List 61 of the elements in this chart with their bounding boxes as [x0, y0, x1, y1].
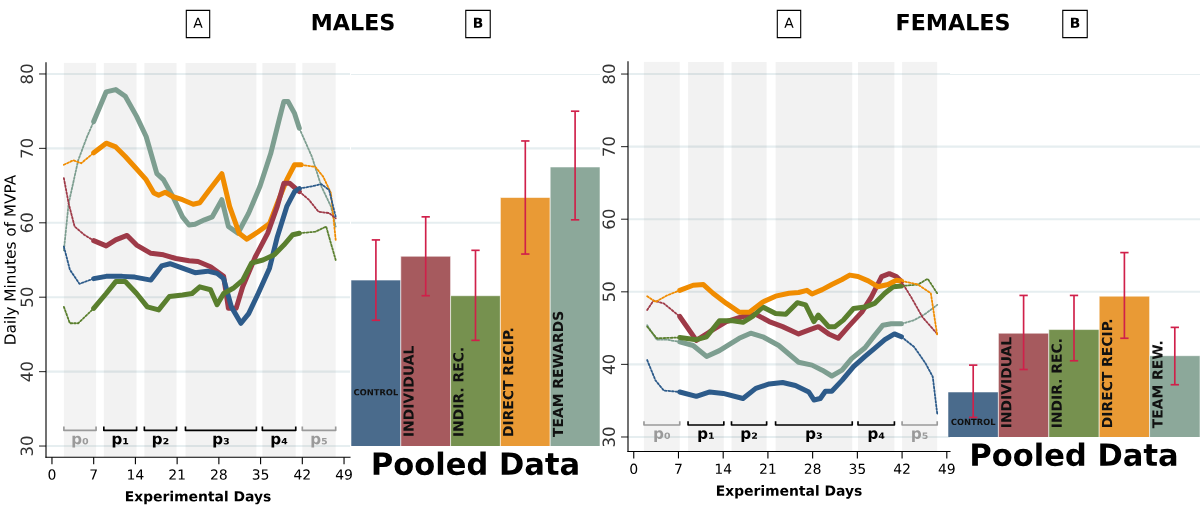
x-axis-title: Experimental Days — [125, 490, 271, 505]
band-label: p₄ — [868, 430, 885, 442]
band-label: p₃ — [806, 430, 822, 442]
y-tick-label: 30 — [20, 436, 34, 456]
band-label: p₀ — [72, 435, 89, 448]
x-tick-label: 49 — [335, 469, 352, 480]
text: B — [1070, 17, 1080, 28]
band-label: p₁ — [698, 430, 714, 442]
category-label: INDIR. REC. — [453, 348, 464, 436]
band-label: p₂ — [152, 435, 169, 448]
category-label: DIRECT RECIP. — [1101, 319, 1113, 428]
x-tick-label: 35 — [252, 469, 269, 480]
text: B — [473, 17, 483, 28]
chart-title: MALES — [312, 13, 394, 31]
x-tick-label: 14 — [128, 469, 144, 480]
x-tick-label: 14 — [715, 463, 732, 474]
x-tick-label: 21 — [760, 463, 776, 474]
band-label: p₅ — [912, 430, 928, 442]
y-tick-label: 80 — [602, 64, 616, 84]
x-tick-label: 42 — [294, 469, 310, 480]
x-tick-label: 7 — [675, 463, 682, 474]
text: A — [784, 17, 794, 28]
x-tick-label: 35 — [849, 463, 865, 475]
y-tick-label: 70 — [602, 137, 616, 156]
y-tick-label: 60 — [20, 213, 34, 233]
y-tick-label: 30 — [602, 427, 616, 447]
category-label: INDIR. REC. — [1051, 339, 1062, 428]
x-tick-label: 28 — [804, 463, 821, 475]
y-tick-label: 50 — [20, 287, 34, 307]
y-tick-label: 60 — [602, 209, 616, 229]
x-tick-label: 0 — [48, 469, 56, 480]
x-tick-label: 7 — [90, 469, 97, 480]
band-label: p₂ — [741, 430, 758, 442]
x-tick-label: 0 — [630, 463, 638, 475]
y-tick-label: 50 — [602, 282, 616, 302]
category-label: DIRECT RECIP. — [502, 328, 514, 436]
category-label: TEAM REWARDS — [552, 311, 564, 437]
category-label: INDIVIDUAL — [1001, 337, 1012, 428]
x-axis-title: Experimental Days — [716, 485, 862, 499]
x-axis-title: Pooled Data — [373, 451, 578, 476]
y-tick-label: 70 — [20, 138, 34, 158]
y-tick-label: 80 — [20, 64, 34, 84]
band-label: p₁ — [112, 435, 129, 448]
x-tick-label: 21 — [169, 469, 185, 480]
x-tick-label: 49 — [938, 463, 955, 475]
text: A — [193, 17, 203, 28]
band-label: p₄ — [271, 435, 288, 448]
chart-title: FEMALES — [897, 13, 1009, 31]
category-label: CONTROL — [353, 389, 399, 396]
category-label: CONTROL — [951, 418, 996, 426]
x-tick-label: 42 — [893, 463, 910, 474]
y-axis-title: Daily Minutes of MVPA — [3, 174, 19, 344]
y-tick-label: 40 — [602, 354, 616, 375]
x-tick-label: 28 — [211, 469, 227, 480]
band-label: p₃ — [213, 435, 229, 448]
category-label: TEAM REW. — [1152, 341, 1163, 429]
band-label: p₅ — [311, 435, 327, 448]
category-label: INDIVIDUAL — [403, 346, 414, 436]
y-tick-label: 40 — [20, 362, 34, 382]
x-axis-title: Pooled Data — [972, 442, 1177, 467]
band-label: p₀ — [654, 430, 671, 442]
